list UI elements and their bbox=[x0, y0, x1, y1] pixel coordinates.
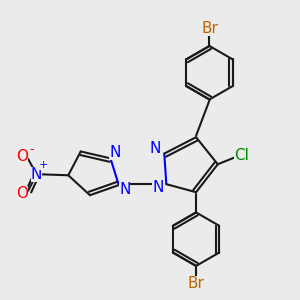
Text: N: N bbox=[119, 182, 130, 197]
Text: O: O bbox=[16, 186, 28, 201]
Text: Cl: Cl bbox=[234, 148, 249, 164]
Text: N: N bbox=[109, 145, 121, 160]
Text: N: N bbox=[150, 141, 161, 156]
Text: Br: Br bbox=[188, 276, 205, 291]
Text: N: N bbox=[152, 180, 164, 195]
Text: Br: Br bbox=[201, 21, 218, 36]
Text: -: - bbox=[30, 143, 34, 157]
Text: O: O bbox=[16, 149, 28, 164]
Text: +: + bbox=[38, 160, 48, 170]
Text: N: N bbox=[31, 167, 42, 182]
